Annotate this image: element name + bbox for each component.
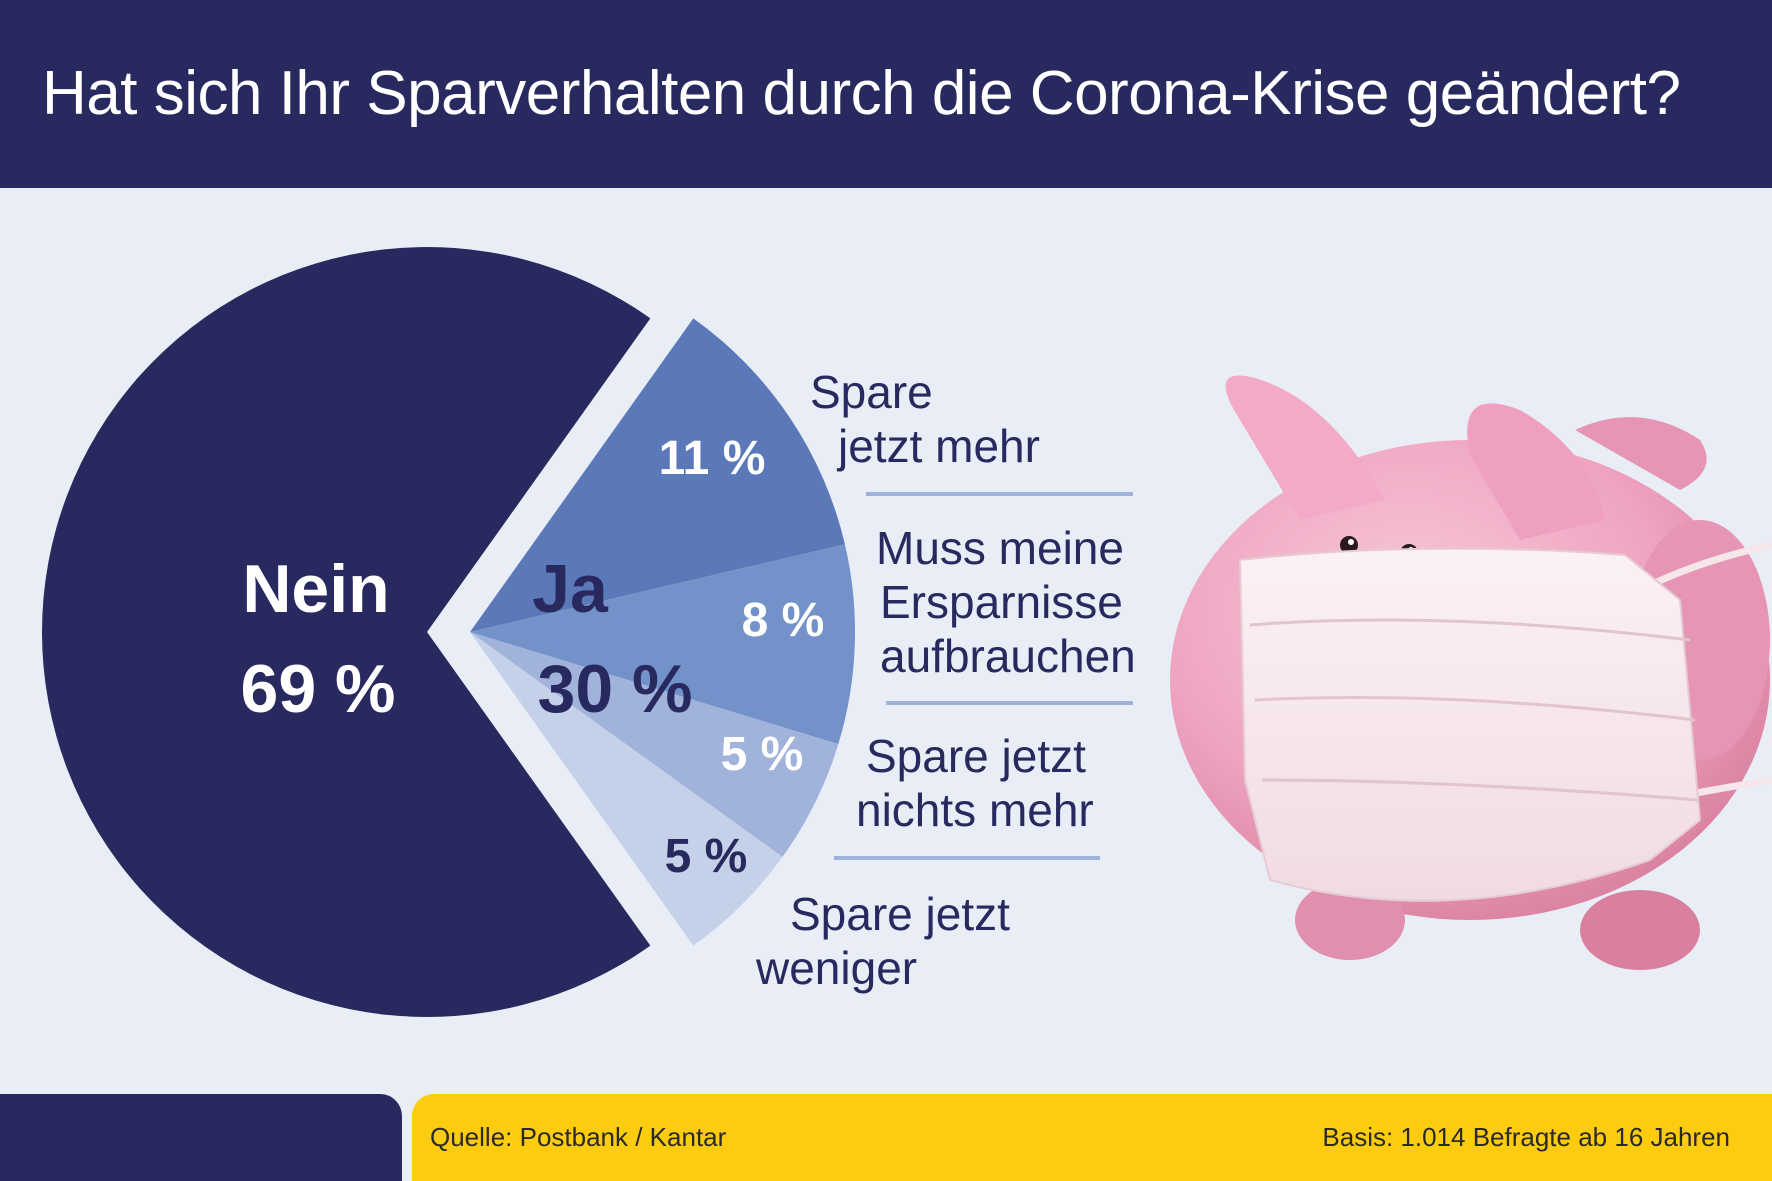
- pie-slice-ja-4: [470, 632, 783, 946]
- page-title: Hat sich Ihr Sparverhalten durch die Cor…: [42, 59, 1681, 128]
- nein-label: Nein: [242, 551, 389, 627]
- breakdown-label-3-line-2: nichts mehr: [856, 784, 1094, 836]
- breakdown-value-2: 8 %: [742, 594, 825, 647]
- ja-value: 30 %: [538, 651, 693, 727]
- footer-right-bar: [412, 1094, 1772, 1181]
- breakdown-value-4: 5 %: [665, 830, 748, 883]
- breakdown-label-2-line-1: Muss meine: [876, 522, 1124, 574]
- footer-left-bar: [0, 1094, 402, 1181]
- footer-basis: Basis: 1.014 Befragte ab 16 Jahren: [1322, 1122, 1730, 1152]
- pie-slice-ja-3: [470, 632, 839, 857]
- breakdown-label-2-line-3: aufbrauchen: [880, 630, 1136, 682]
- pie-slice-ja-1: [470, 318, 845, 632]
- breakdown-label-1-line-2: jetzt mehr: [836, 420, 1040, 472]
- breakdown-label-1-line-1: Spare: [810, 366, 933, 418]
- breakdown-label-2-line-2: Ersparnisse: [880, 576, 1123, 628]
- breakdown-value-1: 11 %: [659, 432, 766, 485]
- header-bar: Hat sich Ihr Sparverhalten durch die Cor…: [0, 0, 1772, 188]
- breakdown-label-4-line-2: weniger: [755, 942, 917, 994]
- chart-area: Nein 69 % Ja 30 % 11 % 8 % 5 % 5 % Spare jetzt me…: [0, 188, 1772, 1081]
- breakdown-label-4-line-1: Spare jetzt: [790, 888, 1010, 940]
- ja-label: Ja: [532, 551, 609, 627]
- pie-slice-nein: [41, 246, 651, 1018]
- footer-source: Quelle: Postbank / Kantar: [430, 1122, 727, 1152]
- pie-slice-ja-2: [470, 544, 855, 745]
- piggy-bank-with-face-mask-icon: [1170, 375, 1772, 970]
- breakdown-label-3-line-1: Spare jetzt: [866, 730, 1086, 782]
- nein-value: 69 %: [241, 651, 396, 727]
- breakdown-value-3: 5 %: [721, 728, 804, 781]
